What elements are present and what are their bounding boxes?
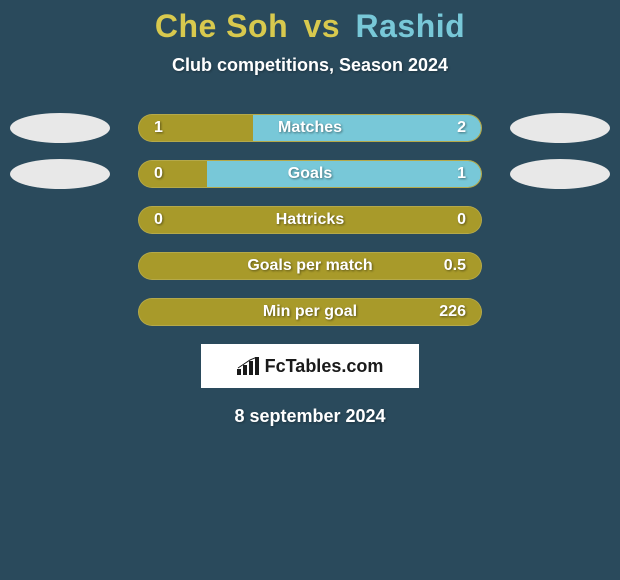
page-title: Che Soh vs Rashid — [0, 0, 620, 45]
player1-marker — [10, 159, 110, 189]
stat-row: 0Hattricks0 — [0, 206, 620, 234]
stat-label: Matches — [138, 114, 482, 142]
player2-marker — [510, 159, 610, 189]
stat-label: Hattricks — [138, 206, 482, 234]
footer-date: 8 september 2024 — [0, 406, 620, 427]
stat-label: Min per goal — [138, 298, 482, 326]
subtitle: Club competitions, Season 2024 — [0, 55, 620, 76]
player2-marker — [510, 113, 610, 143]
stats-area: 1Matches20Goals10Hattricks0Goals per mat… — [0, 114, 620, 326]
stat-value-right: 2 — [457, 114, 466, 142]
stat-row: Goals per match0.5 — [0, 252, 620, 280]
stat-row: Min per goal226 — [0, 298, 620, 326]
stat-row: 1Matches2 — [0, 114, 620, 142]
stat-value-right: 0 — [457, 206, 466, 234]
stat-row: 0Goals1 — [0, 160, 620, 188]
brand-text: FcTables.com — [265, 356, 384, 377]
stat-value-right: 0.5 — [444, 252, 466, 280]
vs-label: vs — [298, 8, 347, 44]
brand-box: FcTables.com — [201, 344, 419, 388]
stat-value-right: 1 — [457, 160, 466, 188]
stat-label: Goals — [138, 160, 482, 188]
player1-marker — [10, 113, 110, 143]
player2-name: Rashid — [355, 8, 465, 44]
stat-value-right: 226 — [439, 298, 466, 326]
bar-chart-icon — [237, 357, 259, 375]
player1-name: Che Soh — [155, 8, 288, 44]
stat-label: Goals per match — [138, 252, 482, 280]
comparison-infographic: Che Soh vs Rashid Club competitions, Sea… — [0, 0, 620, 580]
